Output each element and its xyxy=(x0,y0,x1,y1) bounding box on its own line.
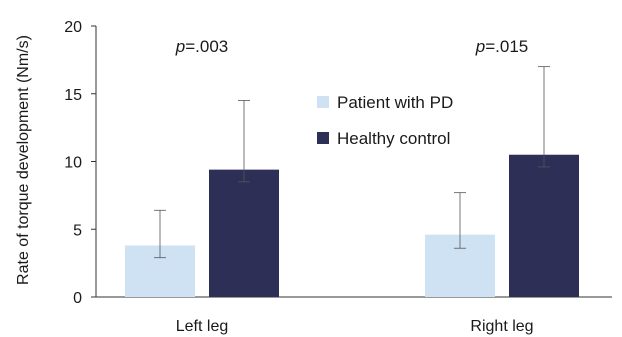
legend-label: Patient with PD xyxy=(337,93,453,112)
y-axis-label: Rate of torque development (Nm/s) xyxy=(15,35,32,285)
legend-swatch xyxy=(317,132,329,144)
legend-swatch xyxy=(317,96,329,108)
x-category-label: Left leg xyxy=(176,318,228,335)
y-tick-label: 20 xyxy=(64,19,82,36)
y-tick-label: 10 xyxy=(64,155,82,172)
p-value-annotation: p=.003 xyxy=(175,37,228,56)
y-tick-label: 15 xyxy=(64,87,82,104)
legend-label: Healthy control xyxy=(337,129,450,148)
legend: Patient with PD Healthy control xyxy=(317,93,453,148)
labels: Left leg Right leg p=.003 p=.015 xyxy=(175,37,534,335)
x-category-label: Right leg xyxy=(470,318,533,335)
y-tick-label: 5 xyxy=(73,222,82,239)
bar xyxy=(509,154,579,297)
error-bars xyxy=(154,66,550,259)
bars xyxy=(125,154,579,297)
p-value-annotation: p=.015 xyxy=(475,37,528,56)
y-tick-label: 0 xyxy=(73,290,82,307)
bar xyxy=(209,169,279,297)
